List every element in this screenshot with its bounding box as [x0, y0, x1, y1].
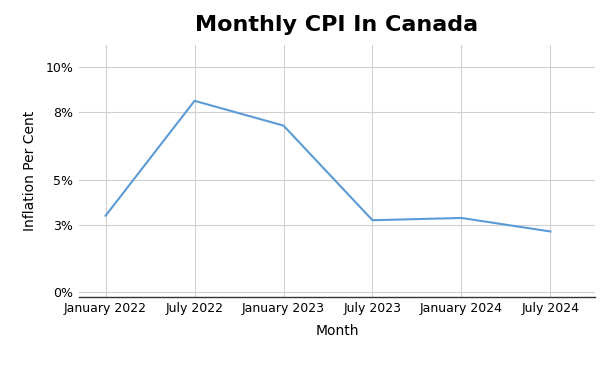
X-axis label: Month: Month	[315, 324, 359, 338]
Y-axis label: Inflation Per Cent: Inflation Per Cent	[23, 111, 37, 231]
Title: Monthly CPI In Canada: Monthly CPI In Canada	[195, 14, 478, 35]
